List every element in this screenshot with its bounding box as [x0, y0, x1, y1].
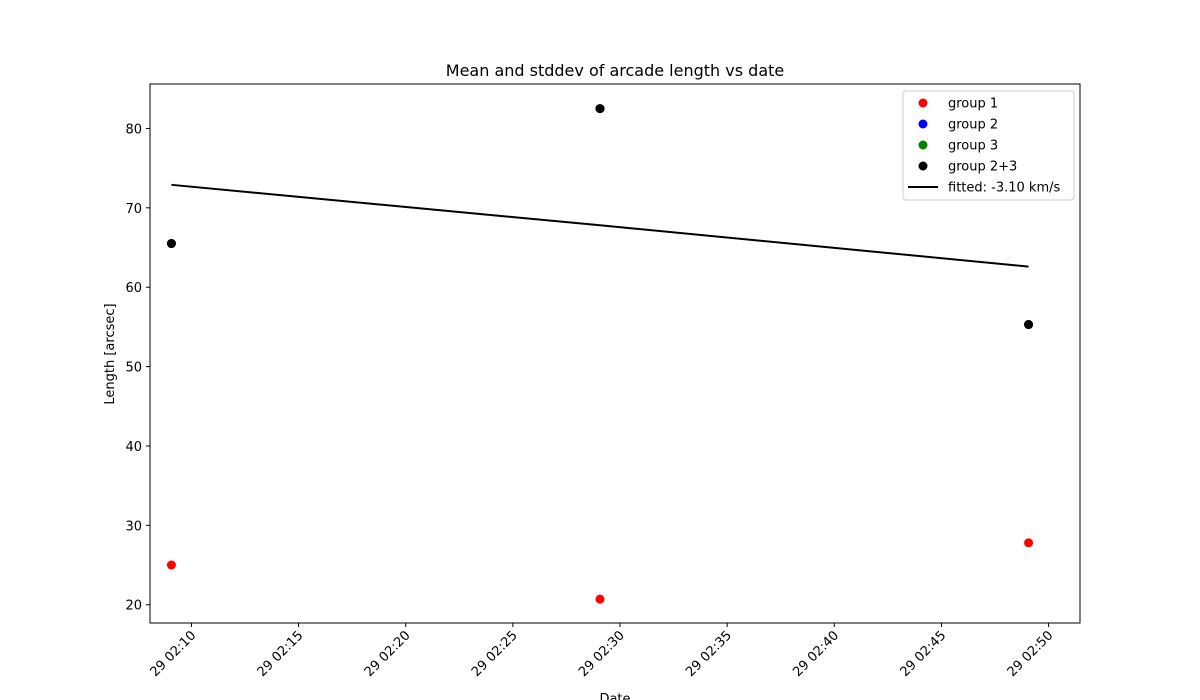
legend-point-marker: [918, 98, 928, 108]
x-tick-label: 29 02:40: [790, 628, 842, 680]
y-tick-label: 40: [125, 440, 142, 455]
data-point-group-2-3: [595, 104, 605, 114]
x-tick-label: 29 02:50: [1005, 628, 1057, 680]
y-axis-label: Length [arcsec]: [103, 303, 118, 404]
data-point-group-2-3: [166, 239, 176, 249]
x-axis: 29 02:10 29 02:15 29 02:20 29 02:25 29 02:30…: [148, 623, 1057, 680]
legend-box: [902, 90, 1075, 201]
legend-point-marker: [918, 140, 928, 150]
series-line-fitted: [171, 183, 1029, 268]
y-tick-label: 60: [125, 281, 142, 296]
data-point-group-1: [1024, 538, 1034, 548]
legend-label: group 2+3: [948, 160, 1017, 175]
legend-point-marker: [918, 161, 928, 171]
y-tick-label: 50: [125, 361, 142, 376]
x-axis-label: Date: [599, 692, 630, 700]
y-tick-label: 30: [125, 519, 142, 534]
x-tick-label: 29 02:20: [362, 628, 414, 680]
legend: group 1 group 2 group 3 group 2+3 fitted: -3…: [902, 90, 1075, 201]
x-tick-label: 29 02:25: [469, 628, 521, 680]
plot-area: [166, 104, 1034, 604]
y-tick-label: 20: [125, 599, 142, 614]
data-point-group-2-3: [1024, 320, 1034, 330]
data-point-group-1: [166, 560, 176, 570]
legend-label: group 2: [948, 118, 998, 133]
x-tick-label: 29 02:45: [898, 628, 950, 680]
x-tick-label: 29 02:15: [255, 628, 307, 680]
x-tick-label: 29 02:30: [576, 628, 628, 680]
legend-label: group 3: [948, 139, 998, 154]
axes-frame: [149, 83, 1081, 624]
y-axis: 20 30 40 50 60 70 80: [125, 122, 150, 614]
x-tick-label: 29 02:10: [148, 628, 200, 680]
legend-point-marker: [918, 119, 928, 129]
y-tick-label: 80: [125, 122, 142, 137]
legend-label: fitted: -3.10 km/s: [948, 181, 1060, 196]
chart-title: Mean and stddev of arcade length vs date: [446, 61, 784, 80]
x-tick-label: 29 02:35: [683, 628, 735, 680]
legend-label: group 1: [948, 97, 998, 112]
data-point-group-1: [595, 594, 605, 604]
y-tick-label: 70: [125, 202, 142, 217]
